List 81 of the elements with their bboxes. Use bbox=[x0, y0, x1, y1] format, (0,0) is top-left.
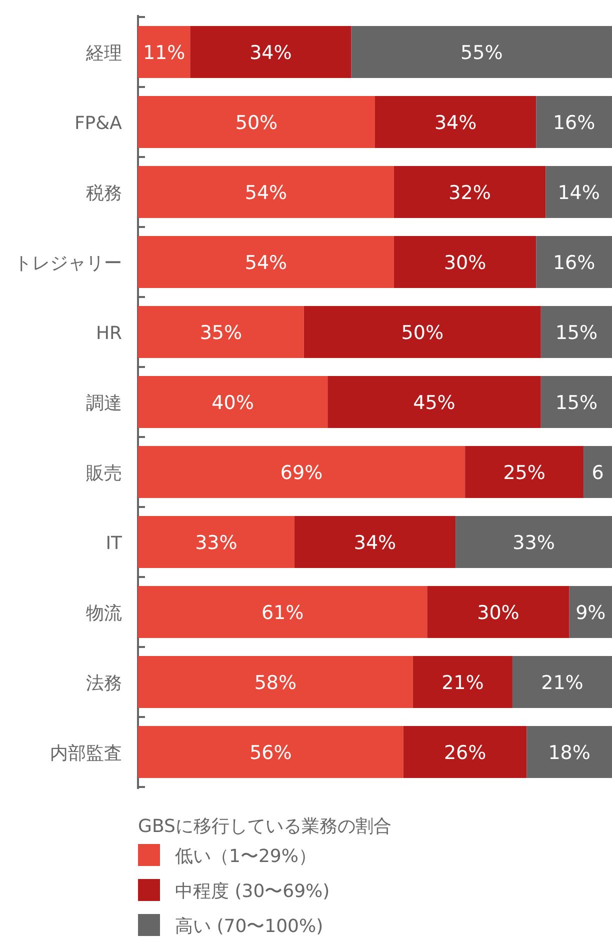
bar bbox=[138, 306, 304, 358]
bar bbox=[138, 376, 328, 428]
legend-label: 中程度 (30〜69%) bbox=[175, 881, 330, 902]
data-label: 40% bbox=[212, 392, 254, 414]
bar bbox=[190, 26, 352, 78]
y-tick-label: 内部監査 bbox=[50, 743, 122, 764]
data-label: 55% bbox=[460, 42, 503, 64]
data-label: 33% bbox=[195, 532, 238, 554]
bar bbox=[526, 726, 612, 778]
bar bbox=[536, 96, 612, 148]
data-label: 16% bbox=[552, 252, 596, 274]
bar bbox=[138, 726, 404, 778]
bar bbox=[375, 96, 536, 148]
bar bbox=[138, 586, 428, 638]
y-tick-label: 法務 bbox=[86, 673, 122, 694]
bar bbox=[456, 516, 612, 568]
data-label: 54% bbox=[244, 252, 288, 274]
data-label: 50% bbox=[235, 112, 278, 134]
y-tick-label: 物流 bbox=[86, 603, 122, 624]
data-label: 32% bbox=[448, 182, 491, 204]
y-tick-label: IT bbox=[106, 533, 123, 554]
y-tick-label: トレジャリー bbox=[14, 253, 122, 274]
bar bbox=[540, 376, 612, 428]
data-label: 21% bbox=[541, 672, 584, 694]
data-label: 16% bbox=[552, 112, 596, 134]
data-label: 56% bbox=[250, 742, 292, 764]
data-label: 50% bbox=[401, 322, 444, 344]
bar bbox=[328, 376, 541, 428]
y-tick-label: 販売 bbox=[86, 463, 122, 484]
data-label: 34% bbox=[434, 112, 477, 134]
data-label: 18% bbox=[548, 742, 590, 764]
data-label: 25% bbox=[503, 462, 546, 484]
bar bbox=[427, 586, 570, 638]
y-tick-label: 調達 bbox=[86, 393, 122, 414]
bar bbox=[138, 96, 375, 148]
bar bbox=[138, 446, 466, 498]
bar bbox=[569, 586, 612, 638]
data-label: 26% bbox=[444, 742, 486, 764]
data-label: 30% bbox=[444, 252, 486, 274]
data-label: 21% bbox=[442, 672, 484, 694]
data-label: 11% bbox=[142, 42, 186, 64]
bar bbox=[465, 446, 584, 498]
bar bbox=[394, 236, 536, 288]
data-label: 34% bbox=[250, 42, 292, 64]
bar bbox=[351, 26, 612, 78]
data-label: 45% bbox=[413, 392, 456, 414]
data-label: 34% bbox=[354, 532, 396, 554]
data-label: 61% bbox=[261, 602, 304, 624]
data-label: 33% bbox=[512, 532, 555, 554]
bar bbox=[540, 306, 612, 358]
y-tick-label: HR bbox=[96, 323, 122, 344]
bar bbox=[536, 236, 612, 288]
bar bbox=[412, 656, 512, 708]
bar bbox=[403, 726, 527, 778]
data-label: 54% bbox=[244, 182, 288, 204]
y-tick-label: FP&A bbox=[74, 113, 123, 134]
bar bbox=[138, 26, 190, 78]
bar bbox=[138, 236, 394, 288]
data-label: 14% bbox=[558, 182, 600, 204]
bar bbox=[138, 166, 394, 218]
data-label: 35% bbox=[200, 322, 242, 344]
data-label: 15% bbox=[555, 322, 598, 344]
bar bbox=[294, 516, 456, 568]
legend-label: 高い (70〜100%) bbox=[175, 916, 324, 937]
legend-title: GBSに移行している業務の割合 bbox=[138, 816, 392, 837]
bar bbox=[138, 656, 413, 708]
y-tick-label: 経理 bbox=[85, 43, 122, 64]
bar bbox=[546, 166, 612, 218]
data-label: 6 bbox=[592, 462, 604, 484]
legend-label: 低い（1〜29%） bbox=[175, 846, 316, 867]
data-label: 15% bbox=[555, 392, 598, 414]
bar bbox=[304, 306, 541, 358]
bar bbox=[584, 446, 612, 498]
data-label: 9% bbox=[576, 602, 606, 624]
bar bbox=[394, 166, 546, 218]
y-tick-label: 税務 bbox=[86, 183, 122, 204]
data-label: 58% bbox=[254, 672, 297, 694]
data-label: 30% bbox=[477, 602, 520, 624]
bar bbox=[138, 516, 294, 568]
bar bbox=[512, 656, 612, 708]
data-label: 69% bbox=[280, 462, 323, 484]
